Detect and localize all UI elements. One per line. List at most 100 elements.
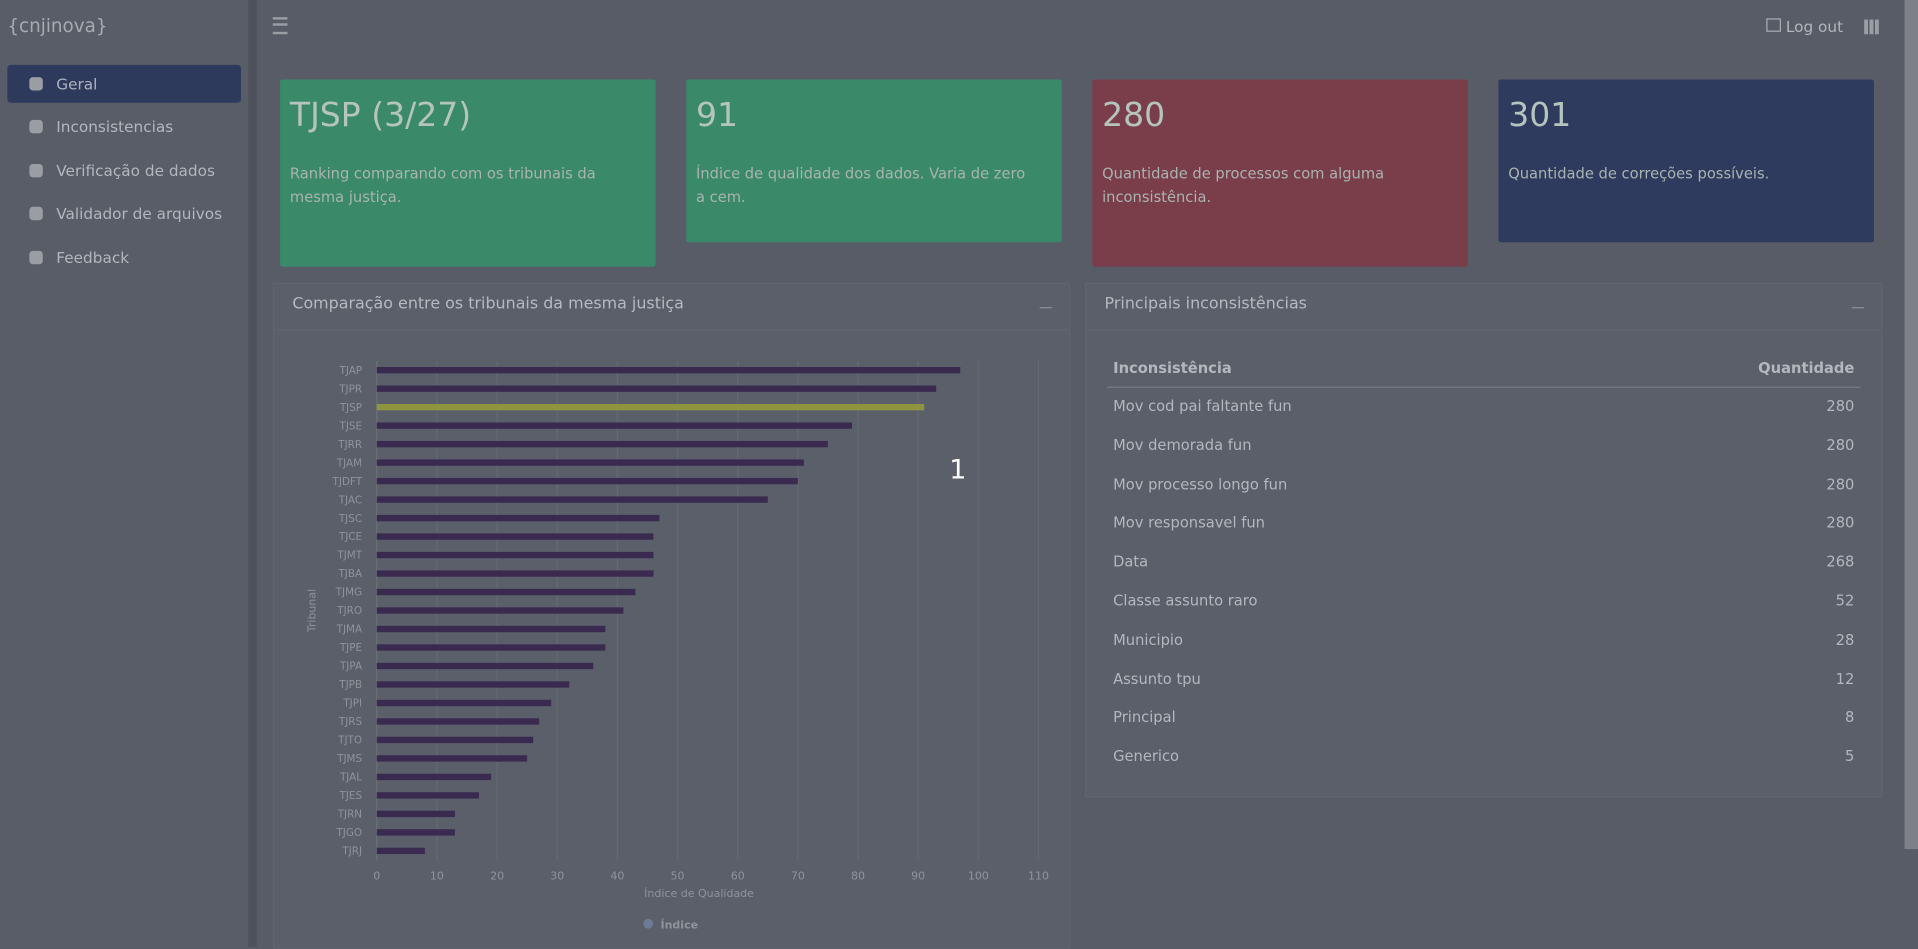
y-tick-label: TJRJ — [341, 846, 362, 858]
y-tick-label: TJRR — [337, 439, 362, 451]
nav-label: Geral — [56, 74, 98, 93]
x-tick-label: 110 — [1028, 870, 1049, 883]
x-tick-label: 30 — [550, 870, 564, 883]
y-tick-label: TJPA — [339, 661, 363, 673]
bar — [376, 736, 534, 744]
y-tick-label: TJPI — [342, 698, 362, 710]
x-tick-label: 10 — [430, 870, 444, 883]
y-tick-label: TJRN — [337, 809, 362, 821]
cell-count: 280 — [1826, 397, 1855, 415]
sidebar: {cnjinova} Geral Inconsistencias Verificaç… — [0, 0, 257, 947]
table-panel: Principais inconsistências Inconsistênci… — [1084, 282, 1883, 798]
cell-name: Classe assunto raro — [1113, 592, 1258, 610]
bar — [376, 607, 624, 614]
bar — [376, 829, 455, 836]
nav-icon — [29, 207, 43, 221]
bar — [376, 755, 528, 762]
bar — [376, 810, 455, 818]
bar — [376, 422, 853, 429]
divider — [273, 329, 1070, 331]
y-tick-label: TJAL — [339, 772, 362, 784]
nav-item[interactable]: Validador de arquivos — [7, 195, 241, 233]
collapse[interactable] — [1039, 307, 1052, 309]
nav-item[interactable]: Feedback — [7, 238, 241, 276]
cell-name: Mov cod pai faltante fun — [1113, 397, 1292, 415]
apps-icon[interactable] — [1864, 19, 1879, 35]
nav-item[interactable]: Verificação de dados — [7, 151, 241, 189]
panel-title: Comparação entre os tribunais da mesma j… — [292, 294, 684, 314]
cell-name: Principal — [1113, 708, 1176, 727]
cell-count: 12 — [1835, 669, 1855, 688]
stat-text: Quantidade de processos com alguma incon… — [1102, 165, 1385, 206]
stat-card[interactable]: 280 Quantidade de processos com alguma in… — [1092, 79, 1468, 267]
y-tick-label: TJMT — [336, 550, 362, 562]
x-tick-label: 70 — [791, 870, 805, 883]
bar — [376, 699, 552, 707]
legend-label: Índice — [661, 919, 699, 932]
cell-name: Data — [1113, 553, 1149, 571]
cell-name: Generico — [1113, 747, 1180, 765]
x-tick-label: 50 — [671, 870, 685, 883]
y-tick-label: TJSC — [338, 513, 362, 525]
x-tick-label: 100 — [968, 870, 989, 883]
nav-label: Validador de arquivos — [56, 204, 223, 223]
x-tick-label: 40 — [610, 870, 624, 883]
brand[interactable]: {cnjinova} — [7, 14, 108, 37]
y-tick-label: TJRS — [338, 716, 363, 728]
cell-name: Assunto tpu — [1113, 669, 1201, 688]
x-tick-label: 80 — [851, 870, 865, 883]
y-tick-label: TJBA — [337, 568, 363, 580]
nav-item[interactable]: Inconsistencias — [7, 108, 241, 146]
stat-value: 280 — [1102, 96, 1166, 135]
x-tick-label: 20 — [490, 870, 504, 883]
nav-icon — [29, 250, 43, 264]
divider — [1086, 329, 1882, 331]
y-tick-label: TJAC — [338, 494, 362, 506]
cell-count: 268 — [1826, 553, 1855, 571]
cell-name: Mov processo longo fun — [1113, 475, 1288, 493]
menu-toggle[interactable] — [272, 17, 288, 35]
chart-panel: Comparação entre os tribunais da mesma j… — [272, 282, 1071, 949]
scrollbar — [1904, 0, 1918, 850]
bar — [376, 662, 594, 670]
y-tick-label: TJCE — [338, 531, 362, 543]
y-tick-label: TJMA — [336, 624, 363, 636]
cell-count: 280 — [1826, 514, 1855, 532]
table-header: Quantidade — [1758, 359, 1855, 377]
stat-text: Quantidade de correções possíveis. — [1508, 165, 1770, 183]
bar — [376, 551, 654, 559]
cell-count: 28 — [1835, 631, 1855, 649]
stat-text: Ranking comparando com os tribunais da m… — [289, 165, 596, 206]
bar — [376, 496, 768, 503]
overlay-label: 1 — [949, 455, 967, 486]
cell-count: 280 — [1826, 475, 1855, 493]
x-axis-label: Índice de Qualidade — [644, 887, 754, 900]
y-tick-label: TJDFT — [332, 476, 363, 488]
bar — [376, 366, 961, 374]
table-header: Inconsistência — [1113, 359, 1232, 377]
bar — [376, 385, 937, 392]
y-tick-label: TJGO — [335, 827, 362, 839]
cell-count: 8 — [1845, 708, 1855, 727]
y-tick-label: TJPB — [338, 679, 362, 691]
y-tick-label: TJMS — [336, 753, 362, 765]
y-tick-label: TJMG — [335, 587, 362, 599]
y-tick-label: TJAP — [338, 365, 362, 377]
stat-card[interactable]: 301 Quantidade de correções possíveis. — [1498, 79, 1874, 243]
y-tick-label: TJRO — [336, 605, 362, 617]
cell-count: 52 — [1835, 592, 1855, 610]
nav-item[interactable]: Geral — [7, 64, 241, 103]
y-tick-label: TJES — [339, 790, 363, 802]
cell-name: Mov responsavel fun — [1113, 514, 1265, 532]
stat-card[interactable]: TJSP (3/27) Ranking comparando com os tri… — [280, 79, 656, 267]
legend-swatch — [643, 918, 654, 929]
collapse[interactable] — [1851, 307, 1865, 309]
logout-text: Log out — [1785, 17, 1844, 36]
logout[interactable]: Log out — [1766, 17, 1843, 35]
cell-count: 5 — [1845, 747, 1855, 765]
y-tick-label: TJTO — [337, 735, 362, 747]
cell-name: Mov demorada fun — [1113, 436, 1252, 454]
stat-card[interactable]: 91 Índice de qualidade dos dados. Varia d… — [686, 79, 1062, 243]
x-tick-label: 0 — [373, 870, 380, 883]
